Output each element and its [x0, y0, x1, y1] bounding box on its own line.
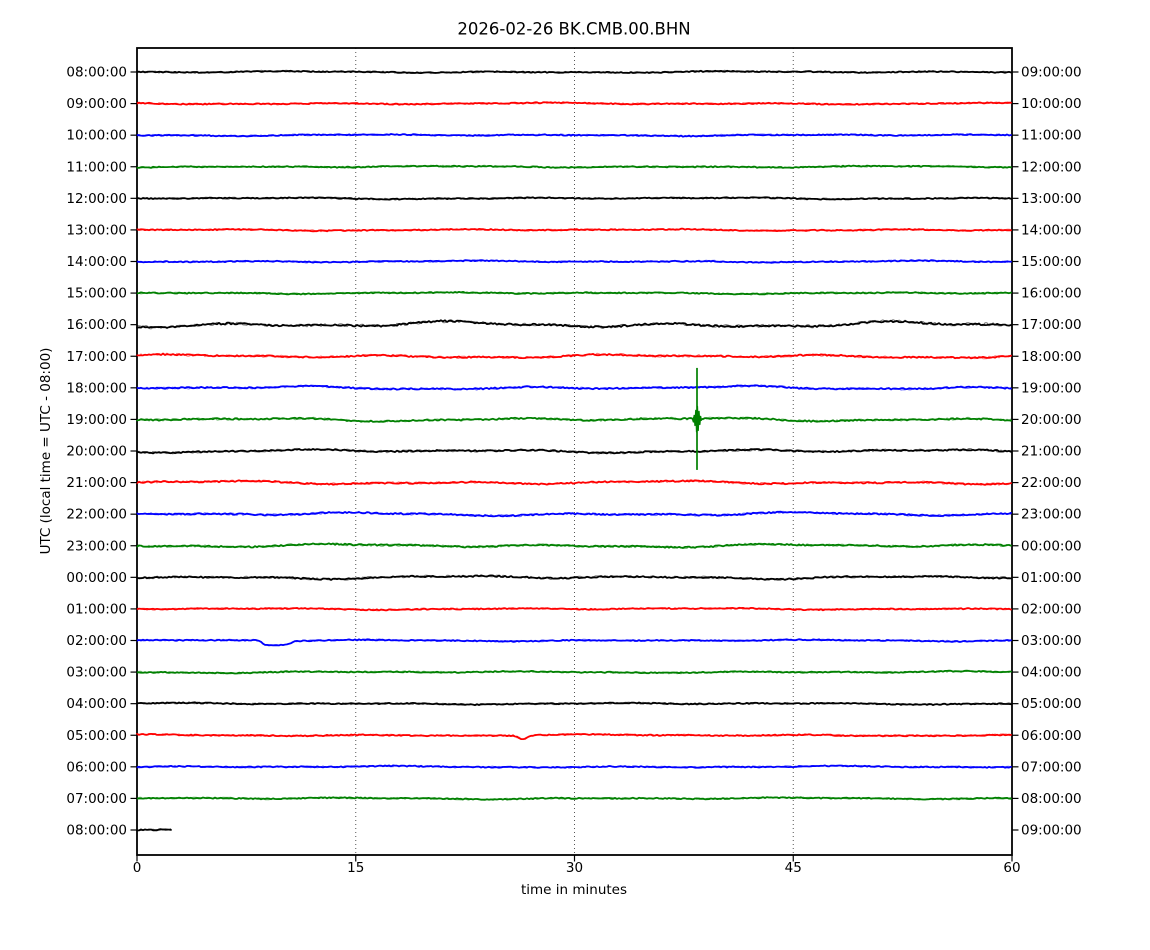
utc-time-label: 16:00:00 [66, 317, 127, 333]
seismogram-trace [136, 291, 1012, 296]
seismogram-trace [136, 69, 1012, 74]
seismogram-trace [136, 796, 1012, 801]
local-time-label: 15:00:00 [1021, 254, 1082, 270]
utc-time-label: 03:00:00 [66, 665, 127, 681]
x-tick-label: 0 [133, 860, 142, 876]
utc-time-label: 01:00:00 [66, 601, 127, 617]
utc-time-label: 12:00:00 [66, 191, 127, 207]
seismogram-trace [136, 542, 1012, 549]
local-time-label: 12:00:00 [1021, 159, 1082, 175]
seismogram-trace [136, 227, 1012, 233]
local-time-label: 17:00:00 [1021, 317, 1082, 333]
utc-time-label: 05:00:00 [66, 728, 127, 744]
utc-time-label: 11:00:00 [66, 159, 127, 175]
local-time-label: 20:00:00 [1021, 412, 1082, 428]
x-tick-label: 15 [347, 860, 364, 876]
x-tick-label: 60 [1003, 860, 1020, 876]
seismogram-trace [136, 133, 1012, 138]
local-time-label: 04:00:00 [1021, 665, 1082, 681]
local-time-label: 03:00:00 [1021, 633, 1082, 649]
seismogram-trace [136, 164, 1012, 169]
utc-time-label: 08:00:00 [66, 823, 127, 839]
local-time-label: 23:00:00 [1021, 507, 1082, 523]
seismogram-trace [136, 101, 1012, 106]
utc-time-label: 10:00:00 [66, 128, 127, 144]
seismogram-trace [136, 196, 1012, 201]
local-time-label: 07:00:00 [1021, 759, 1082, 775]
local-time-label: 02:00:00 [1021, 601, 1082, 617]
utc-time-label: 22:00:00 [66, 507, 127, 523]
utc-time-label: 06:00:00 [66, 759, 127, 775]
local-time-label: 08:00:00 [1021, 791, 1082, 807]
seismogram-trace [136, 415, 1012, 424]
y-axis-label: UTC (local time = UTC - 08:00) [38, 347, 54, 555]
utc-time-label: 19:00:00 [66, 412, 127, 428]
utc-time-label: 21:00:00 [66, 475, 127, 491]
utc-time-label: 15:00:00 [66, 286, 127, 302]
seismogram-trace [136, 701, 1012, 706]
seismogram-trace [136, 510, 1012, 518]
local-time-label: 19:00:00 [1021, 380, 1082, 396]
utc-time-label: 09:00:00 [66, 96, 127, 112]
seismogram-trace [136, 574, 1012, 581]
local-time-label: 09:00:00 [1021, 65, 1082, 81]
local-time-label: 21:00:00 [1021, 444, 1082, 460]
seismogram-trace [136, 733, 1012, 740]
seismogram-trace [136, 638, 1012, 647]
utc-time-label: 18:00:00 [66, 380, 127, 396]
x-tick-label: 30 [566, 860, 583, 876]
utc-time-label: 13:00:00 [66, 222, 127, 238]
x-tick-label: 45 [785, 860, 802, 876]
local-time-label: 16:00:00 [1021, 286, 1082, 302]
local-time-label: 05:00:00 [1021, 696, 1082, 712]
utc-time-label: 02:00:00 [66, 633, 127, 649]
x-axis-label: time in minutes [520, 882, 628, 898]
utc-time-label: 08:00:00 [66, 65, 127, 81]
plot-title: 2026-02-26 BK.CMB.00.BHN [457, 19, 691, 39]
seismogram-trace [136, 606, 1012, 612]
utc-time-label: 17:00:00 [66, 349, 127, 365]
local-time-label: 09:00:00 [1021, 823, 1082, 839]
utc-time-label: 20:00:00 [66, 444, 127, 460]
seismogram-trace [136, 448, 1012, 455]
local-time-label: 11:00:00 [1021, 128, 1082, 144]
local-time-label: 14:00:00 [1021, 222, 1082, 238]
utc-time-label: 00:00:00 [66, 570, 127, 586]
local-time-label: 18:00:00 [1021, 349, 1082, 365]
seismogram-trace [136, 669, 1012, 675]
seismogram-trace [136, 319, 1012, 329]
local-time-label: 10:00:00 [1021, 96, 1082, 112]
local-time-label: 13:00:00 [1021, 191, 1082, 207]
seismogram-trace [136, 259, 1012, 264]
local-time-label: 22:00:00 [1021, 475, 1082, 491]
seismogram-trace [136, 384, 1012, 391]
event-spike-burst [691, 405, 703, 433]
seismogram-trace [136, 764, 1012, 769]
utc-time-label: 04:00:00 [66, 696, 127, 712]
seismogram-trace [136, 352, 1012, 360]
utc-time-label: 07:00:00 [66, 791, 127, 807]
local-time-label: 06:00:00 [1021, 728, 1082, 744]
utc-time-label: 23:00:00 [66, 538, 127, 554]
utc-time-label: 14:00:00 [66, 254, 127, 270]
local-time-label: 00:00:00 [1021, 538, 1082, 554]
seismogram-trace [136, 479, 1012, 486]
local-time-label: 01:00:00 [1021, 570, 1082, 586]
seismogram-trace [136, 828, 172, 832]
